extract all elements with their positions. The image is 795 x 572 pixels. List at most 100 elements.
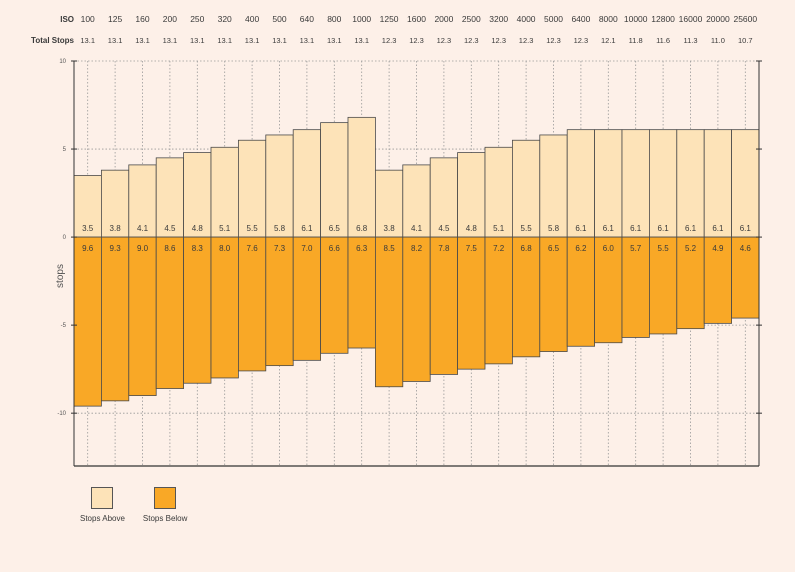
value-label-above: 3.5: [82, 224, 94, 233]
bar-below: [676, 236, 705, 330]
total-stops-value: 12.3: [437, 36, 452, 45]
value-label-below: 7.8: [438, 244, 450, 253]
bar-below: [621, 236, 650, 338]
bar-above: [265, 134, 294, 238]
bar-above: [621, 129, 650, 238]
total-stops-value: 12.3: [409, 36, 424, 45]
iso-value: 16000: [679, 14, 703, 24]
bar-below: [210, 236, 239, 379]
value-label-above: 6.8: [356, 224, 368, 233]
iso-value: 1000: [352, 14, 371, 24]
value-label-below: 4.6: [740, 244, 752, 253]
value-label-above: 3.8: [384, 224, 396, 233]
legend-item-above: Stops Above: [80, 487, 125, 523]
value-label-above: 4.1: [411, 224, 423, 233]
bar-below: [703, 236, 733, 324]
bar-above: [374, 169, 404, 238]
bar-below: [731, 236, 760, 319]
value-label-below: 4.9: [712, 244, 724, 253]
y-axis-label: stops: [55, 264, 66, 288]
value-label-above: 4.8: [466, 224, 478, 233]
value-label-below: 5.2: [685, 244, 697, 253]
total-stops-value: 10.7: [738, 36, 753, 45]
total-stops-value: 13.1: [217, 36, 232, 45]
iso-value: 2500: [462, 14, 481, 24]
value-label-above: 4.5: [164, 224, 176, 233]
value-label-above: 6.5: [329, 224, 341, 233]
value-label-above: 5.5: [247, 224, 259, 233]
total-stops-value: 12.3: [464, 36, 479, 45]
bar-below: [265, 236, 294, 367]
total-stops-value: 13.1: [327, 36, 342, 45]
total-stops-value: 13.1: [354, 36, 369, 45]
bar-above: [731, 129, 760, 238]
iso-value: 25600: [733, 14, 757, 24]
value-label-below: 7.0: [301, 244, 313, 253]
value-label-above: 6.1: [575, 224, 587, 233]
value-label-below: 8.6: [164, 244, 176, 253]
iso-value: 20000: [706, 14, 730, 24]
value-label-above: 6.1: [658, 224, 670, 233]
total-stops-value: 11.6: [656, 36, 670, 45]
value-label-below: 8.3: [192, 244, 204, 253]
bar-below: [402, 236, 431, 382]
total-stops-row-label: Total Stops: [31, 36, 75, 45]
iso-value: 500: [272, 14, 286, 24]
value-label-below: 8.0: [219, 244, 231, 253]
total-stops-value: 12.3: [574, 36, 589, 45]
bar-above: [210, 146, 239, 238]
iso-value: 1250: [380, 14, 399, 24]
bar-above: [539, 134, 568, 238]
value-label-below: 6.0: [603, 244, 615, 253]
bar-below: [320, 236, 349, 354]
total-stops-value: 12.3: [382, 36, 397, 45]
total-stops-value: 13.1: [135, 36, 150, 45]
value-label-above: 6.1: [630, 224, 642, 233]
iso-value: 12800: [651, 14, 675, 24]
bar-above: [649, 129, 678, 238]
value-label-below: 9.6: [82, 244, 94, 253]
bar-above: [429, 157, 459, 238]
y-tick-label: -10: [57, 411, 66, 417]
bar-below: [484, 236, 513, 365]
value-label-above: 3.8: [110, 224, 122, 233]
iso-value: 250: [190, 14, 204, 24]
total-stops-value: 11.3: [683, 36, 697, 45]
bar-above: [594, 129, 623, 238]
total-stops-value: 12.1: [601, 36, 616, 45]
bar-below: [73, 236, 102, 407]
value-label-below: 5.5: [658, 244, 670, 253]
bar-below: [292, 236, 322, 361]
value-label-below: 7.5: [466, 244, 478, 253]
iso-value: 800: [327, 14, 341, 24]
total-stops-value: 13.1: [80, 36, 95, 45]
value-label-above: 5.8: [274, 224, 286, 233]
bar-above: [703, 129, 733, 238]
value-label-above: 4.8: [192, 224, 204, 233]
total-stops-value: 11.0: [711, 36, 725, 45]
value-label-above: 4.5: [438, 224, 450, 233]
y-tick-label: 10: [59, 59, 66, 65]
value-label-above: 5.5: [521, 224, 533, 233]
iso-value: 8000: [599, 14, 618, 24]
bar-below: [539, 236, 568, 352]
bar-below: [594, 236, 623, 344]
total-stops-value: 13.1: [190, 36, 205, 45]
value-label-below: 7.6: [247, 244, 259, 253]
iso-value: 100: [81, 14, 95, 24]
value-label-below: 7.2: [493, 244, 505, 253]
value-label-below: 6.5: [548, 244, 560, 253]
bar-above: [484, 146, 513, 238]
total-stops-value: 13.1: [163, 36, 178, 45]
bar-below: [237, 236, 267, 372]
bar-below: [347, 236, 376, 349]
legend-label-above: Stops Above: [80, 514, 125, 523]
bar-below: [128, 236, 157, 396]
total-stops-value: 13.1: [300, 36, 315, 45]
bar-above: [566, 129, 596, 238]
total-stops-value: 13.1: [108, 36, 123, 45]
value-label-above: 5.1: [493, 224, 505, 233]
bar-above: [101, 169, 130, 238]
bar-above: [237, 139, 267, 238]
total-stops-value: 12.3: [519, 36, 534, 45]
